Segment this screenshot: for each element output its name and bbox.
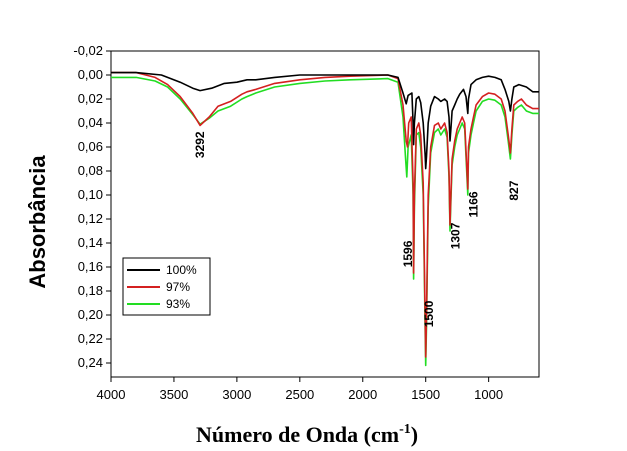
x-axis-title-end: ) (411, 422, 418, 447)
legend: 100% 97% 93% (122, 257, 211, 316)
x-axis-title: Número de Onda (cm-1) (196, 422, 418, 447)
series-line-100pct (111, 71, 539, 170)
series-layer (111, 71, 539, 367)
y-tick-label: 0,18 (78, 283, 103, 298)
legend-label-93: 93% (166, 297, 190, 311)
peak-label: 1500 (422, 300, 436, 327)
legend-label-97: 97% (166, 280, 190, 294)
x-axis-title-superscript: -1 (399, 422, 411, 437)
y-tick-label: 0,10 (78, 187, 103, 202)
ticks-layer: 4000 3500 3000 2500 2000 1500 1000 -0,02 0,00 0,0… (73, 43, 503, 402)
peak-label: 3292 (193, 131, 207, 158)
y-tick-label: 0,12 (78, 211, 103, 226)
y-tick-label: 0,06 (78, 139, 103, 154)
series-line-97pct (111, 71, 539, 358)
peak-label: 827 (507, 180, 521, 200)
y-tick-label: 0,24 (78, 355, 103, 370)
y-axis-title: Absorbância (25, 155, 50, 289)
y-tick-label: 0,20 (78, 307, 103, 322)
annotation-layer: 3292 1596 1500 1307 1166 827 (193, 131, 521, 327)
x-axis-title-main: Número de Onda (cm (196, 422, 399, 447)
x-tick-label: 3000 (222, 387, 251, 402)
series-line-93pct (111, 76, 539, 367)
x-tick-label: 2500 (285, 387, 314, 402)
y-tick-label: 0,08 (78, 163, 103, 178)
peak-label: 1307 (448, 222, 462, 249)
y-tick-label: 0,02 (78, 91, 103, 106)
y-tick-label: 0,22 (78, 331, 103, 346)
y-tick-label: 0,16 (78, 259, 103, 274)
x-tick-label: 4000 (97, 387, 126, 402)
y-tick-label: -0,02 (73, 43, 103, 58)
x-tick-label: 3500 (159, 387, 188, 402)
plot-frame (110, 50, 540, 378)
y-tick-label: 0,14 (78, 235, 103, 250)
y-tick-label: 0,04 (78, 115, 103, 130)
x-tick-label: 1500 (411, 387, 440, 402)
x-tick-label: 1000 (474, 387, 503, 402)
x-tick-label: 2000 (348, 387, 377, 402)
peak-label: 1166 (467, 191, 481, 217)
y-tick-label: 0,00 (78, 67, 103, 82)
peak-label: 1596 (401, 240, 415, 267)
legend-label-100: 100% (166, 263, 197, 277)
